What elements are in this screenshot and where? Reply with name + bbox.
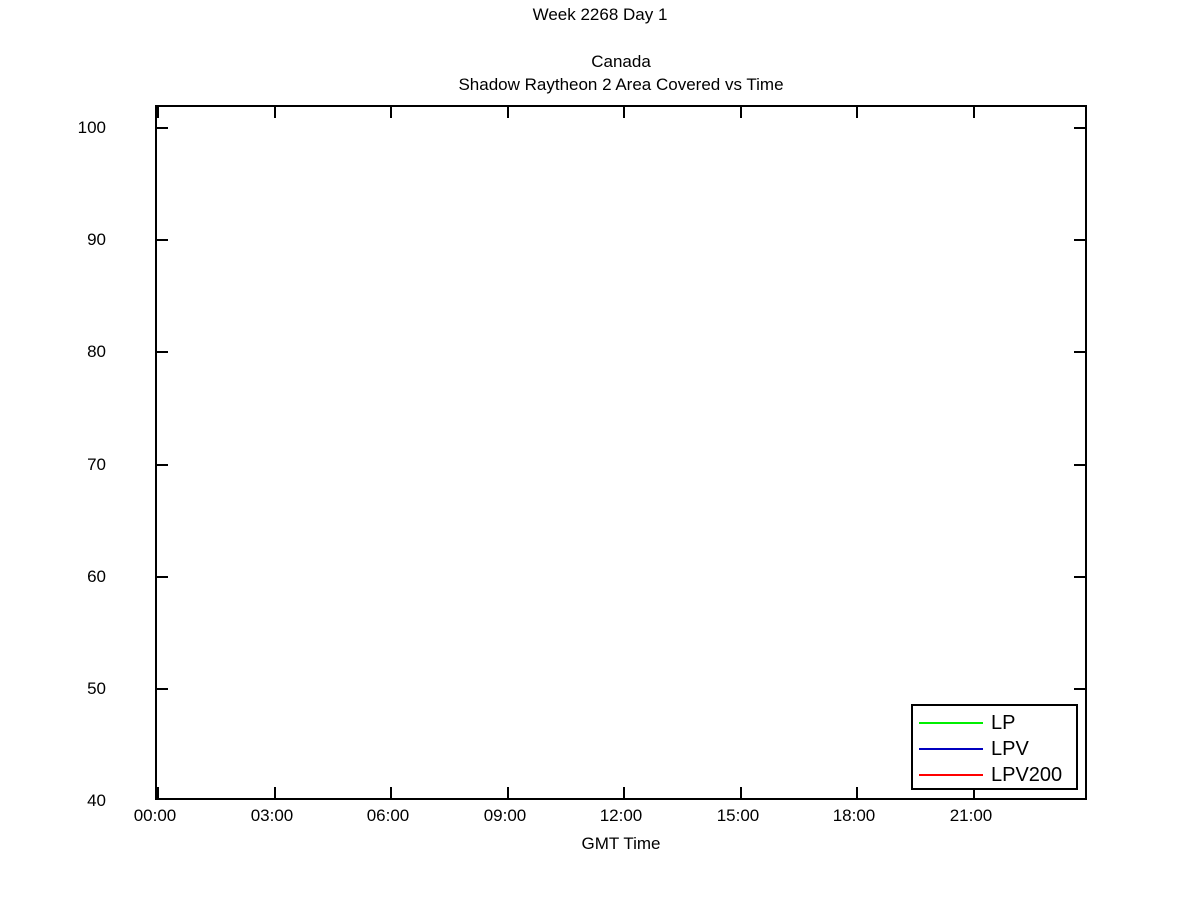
x-tick-mark-top-1800 [856, 107, 858, 118]
x-tick-mark-top-1200 [623, 107, 625, 118]
y-tick-label-80: 80 [87, 342, 106, 361]
legend-item-lpv[interactable]: LPV [913, 736, 1076, 762]
x-tick-mark-top-0000 [157, 107, 159, 118]
y-tick-mark-60 [157, 576, 168, 578]
x-tick-mark-top-0300 [274, 107, 276, 118]
x-tick-label-2100: 21:00 [949, 806, 993, 825]
x-tick-mark-top-0900 [507, 107, 509, 118]
x-tick-mark-0000 [157, 787, 159, 798]
y-tick-label-50: 50 [87, 679, 106, 698]
y-tick-mark-70 [157, 464, 168, 466]
x-tick-label-0600: 06:00 [366, 806, 410, 825]
legend-line-swatch-lpv200 [919, 774, 983, 776]
x-tick-label-0900: 09:00 [483, 806, 527, 825]
y-tick-label-70: 70 [87, 455, 106, 474]
legend-label-lp: LP [991, 712, 1016, 734]
x-tick-mark-0600 [390, 787, 392, 798]
legend-label-lpv: LPV [991, 738, 1029, 760]
chart-title-line-2: Shadow Raytheon 2 Area Covered vs Time [458, 75, 784, 94]
x-tick-mark-0900 [507, 787, 509, 798]
chart-title-line-1: Canada [591, 52, 651, 71]
legend-item-lpv200[interactable]: LPV200 [913, 762, 1076, 788]
y-tick-mark-100 [157, 127, 168, 129]
chart-title-block: Canada Shadow Raytheon 2 Area Covered vs… [155, 50, 1087, 96]
x-tick-mark-top-2100 [973, 107, 975, 118]
x-tick-mark-2100 [973, 787, 975, 798]
y-tick-label-40: 40 [87, 791, 106, 810]
y-tick-mark-right-80 [1074, 351, 1085, 353]
y-tick-mark-80 [157, 351, 168, 353]
x-tick-label-1500: 15:00 [716, 806, 760, 825]
x-tick-label-0300: 03:00 [250, 806, 294, 825]
plot-area[interactable] [155, 105, 1087, 800]
x-axis-title: GMT Time [581, 834, 661, 853]
x-tick-label-1800: 18:00 [832, 806, 876, 825]
legend-item-lp[interactable]: LP [913, 710, 1076, 736]
legend-line-swatch-lp [919, 722, 983, 724]
y-tick-mark-right-60 [1074, 576, 1085, 578]
chart-title-region: Canada [155, 50, 1087, 73]
x-tick-mark-1800 [856, 787, 858, 798]
y-tick-mark-right-90 [1074, 239, 1085, 241]
y-tick-mark-right-100 [1074, 127, 1085, 129]
y-tick-mark-right-50 [1074, 688, 1085, 690]
x-tick-label-0000: 00:00 [133, 806, 177, 825]
x-tick-mark-top-1500 [740, 107, 742, 118]
x-tick-label-1200: 12:00 [599, 806, 643, 825]
y-tick-label-90: 90 [87, 230, 106, 249]
x-tick-mark-1500 [740, 787, 742, 798]
y-tick-mark-50 [157, 688, 168, 690]
y-tick-label-60: 60 [87, 567, 106, 586]
y-tick-label-100: 100 [77, 118, 106, 137]
figure-super-title: Week 2268 Day 1 [532, 5, 668, 24]
y-tick-mark-right-70 [1074, 464, 1085, 466]
x-tick-mark-top-0600 [390, 107, 392, 118]
legend-label-lpv200: LPV200 [991, 764, 1063, 786]
legend-line-swatch-lpv [919, 748, 983, 750]
x-tick-mark-0300 [274, 787, 276, 798]
y-tick-mark-90 [157, 239, 168, 241]
chart-legend[interactable]: LP LPV LPV200 [911, 704, 1078, 790]
x-tick-mark-1200 [623, 787, 625, 798]
